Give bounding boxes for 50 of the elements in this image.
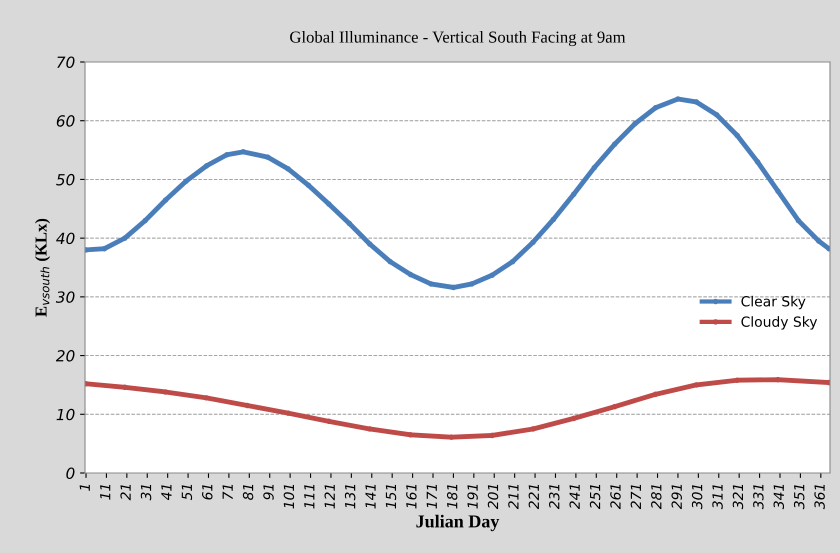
- x-tick-label: 151: [386, 484, 396, 509]
- x-tick-label: 301: [692, 484, 702, 510]
- x-tick-label: 251: [590, 484, 600, 510]
- x-tick-label: 271: [630, 484, 641, 510]
- x-tick-label: 81: [242, 484, 254, 500]
- x-axis-title: Julian Day: [416, 514, 500, 532]
- x-tick-label: 11: [100, 484, 110, 500]
- x-tick-label: 111: [304, 484, 314, 509]
- x-tick-label: 191: [467, 484, 478, 509]
- x-tick-label: 41: [161, 484, 172, 500]
- x-tick-label: 201: [488, 484, 498, 510]
- x-tick-label: 361: [814, 484, 825, 510]
- x-tick-label: 61: [202, 484, 213, 500]
- chart-title: Global Illuminance - Vertical South Facing at 9am: [290, 30, 626, 46]
- y-tick-label: 0: [66, 467, 75, 480]
- y-tick-label: 40: [56, 232, 75, 244]
- x-tick-label: 71: [222, 484, 233, 500]
- y-tick-label: 10: [56, 408, 75, 420]
- x-tick-label: 221: [528, 484, 539, 510]
- y-tick-label: 30: [56, 291, 75, 303]
- x-tick-label: 131: [344, 484, 356, 509]
- x-tick-label: 311: [712, 484, 723, 510]
- x-tick-label: 101: [284, 484, 294, 509]
- y-tick-label: 50: [56, 174, 75, 186]
- x-tick-label: 51: [182, 484, 192, 500]
- legend-label: Cloudy Sky: [741, 316, 818, 330]
- y-tick-label: 60: [56, 115, 75, 127]
- x-tick-label: 1: [80, 484, 90, 491]
- x-tick-label: 91: [263, 484, 274, 500]
- x-tick-label: 341: [774, 484, 784, 510]
- x-tick-label: 351: [794, 484, 804, 510]
- x-tick-label: 31: [140, 484, 152, 500]
- y-axis-title: E$_{vsouth}$ (KLx): [34, 218, 50, 317]
- x-tick-label: 261: [610, 484, 621, 510]
- x-tick-label: 281: [651, 484, 662, 510]
- y-tick-label: 70: [57, 56, 75, 68]
- x-tick-label: 141: [365, 484, 376, 509]
- x-tick-label: 321: [732, 484, 744, 510]
- x-tick-label: 121: [324, 484, 335, 509]
- x-tick-label: 21: [120, 484, 131, 500]
- x-tick-label: 171: [426, 484, 437, 509]
- y-tick-label: 20: [56, 350, 75, 362]
- legend-label: Clear Sky: [741, 296, 806, 310]
- x-tick-label: 161: [406, 484, 417, 509]
- x-tick-label: 291: [671, 484, 682, 510]
- x-tick-label: 231: [548, 484, 560, 510]
- x-tick-label: 331: [753, 484, 764, 510]
- x-tick-label: 211: [508, 484, 518, 510]
- x-tick-label: 181: [446, 484, 458, 509]
- x-tick-label: 241: [569, 484, 580, 510]
